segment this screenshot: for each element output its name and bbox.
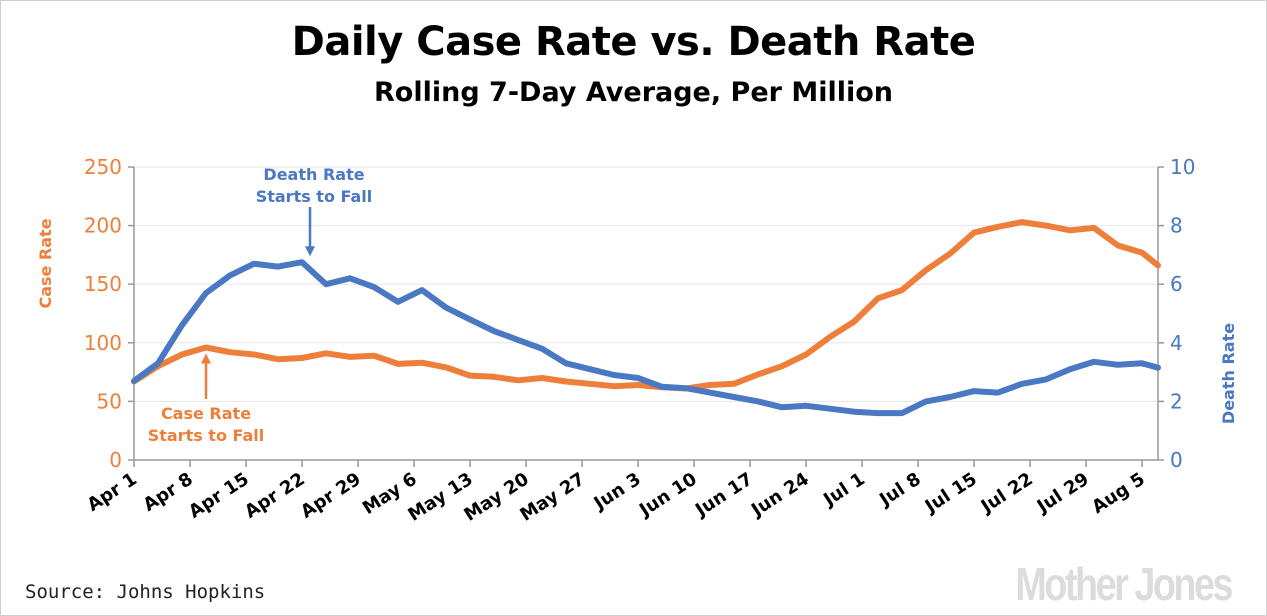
right-tick-label: 0: [1170, 448, 1183, 472]
x-tick-label: Jun 17: [690, 469, 757, 522]
left-tick-label: 0: [109, 448, 122, 472]
x-tick-label: Jul 1: [818, 469, 868, 512]
right-axis-title: Death Rate: [1219, 323, 1238, 424]
x-tick-label: Apr 15: [185, 469, 253, 523]
x-tick-label: Jun 24: [746, 469, 813, 522]
left-tick-label: 100: [84, 331, 122, 355]
x-tick-label: Apr 1: [84, 469, 141, 516]
x-tick-label: Apr 29: [297, 469, 365, 523]
left-tick-label: 200: [84, 214, 122, 238]
right-tick-label: 2: [1170, 389, 1183, 413]
brand-logo: Mother Jones: [1015, 558, 1233, 610]
death-annotation-label: Death Rate: [263, 165, 364, 184]
x-tick-label: Apr 22: [241, 469, 309, 523]
chart-subtitle: Rolling 7-Day Average, Per Million: [374, 77, 893, 108]
x-tick-label: Jul 15: [920, 469, 981, 519]
case-rate-line: [131, 219, 1161, 392]
x-tick-label: Jun 10: [634, 469, 701, 522]
right-tick-label: 8: [1170, 214, 1183, 238]
left-tick-label: 250: [84, 155, 122, 179]
case-annotation-label: Case Rate: [161, 404, 251, 423]
case-arrow-head: [201, 353, 211, 364]
x-tick-label: Jul 29: [1032, 469, 1093, 519]
x-tick-label: Jun 3: [589, 469, 645, 516]
left-axis-title: Case Rate: [36, 218, 55, 308]
x-tick-label: Jul 22: [976, 469, 1037, 519]
right-tick-label: 4: [1170, 331, 1183, 355]
chart-title: Daily Case Rate vs. Death Rate: [291, 19, 976, 65]
x-tick-label: Aug 5: [1088, 469, 1148, 518]
left-tick-label: 150: [84, 272, 122, 296]
death-arrow-head: [305, 246, 315, 257]
death-rate-line: [131, 259, 1161, 417]
x-tick-label: May 27: [516, 469, 588, 526]
x-tick-label: Jul 8: [874, 469, 924, 512]
source-note: Source: Johns Hopkins: [25, 581, 266, 603]
right-tick-label: 10: [1170, 155, 1195, 179]
right-tick-label: 6: [1170, 272, 1183, 296]
case-annotation-label: Starts to Fall: [148, 426, 265, 445]
left-tick-label: 50: [97, 389, 122, 413]
death-annotation-label: Starts to Fall: [256, 187, 373, 206]
